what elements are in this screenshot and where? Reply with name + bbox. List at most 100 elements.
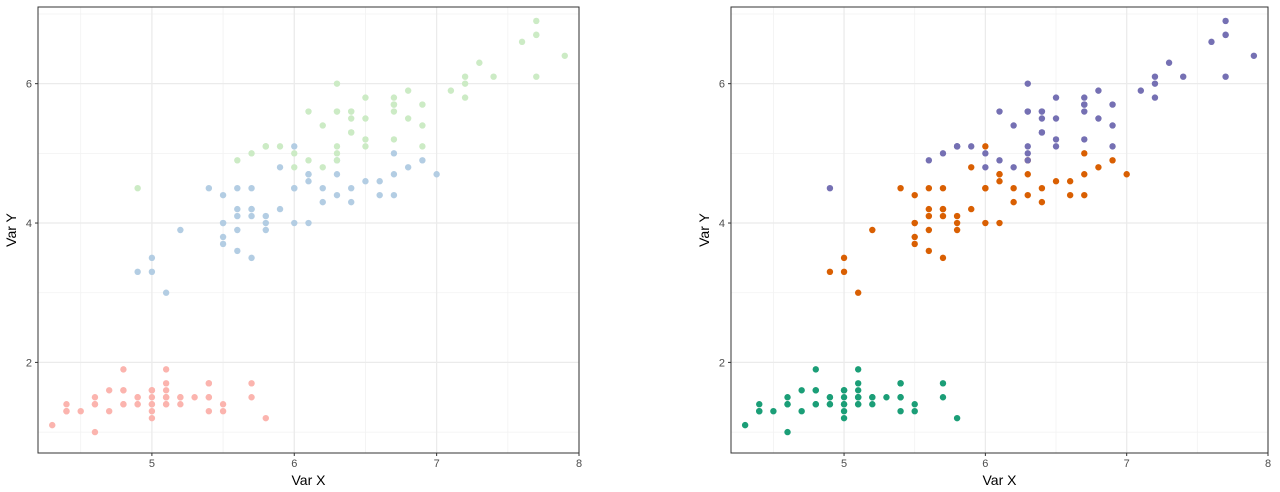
data-point: [305, 171, 312, 178]
data-point: [756, 401, 763, 408]
data-point: [1081, 191, 1088, 199]
data-point: [177, 226, 184, 234]
data-point: [348, 115, 355, 122]
data-point: [120, 387, 127, 394]
data-point: [1024, 171, 1031, 178]
data-point: [939, 150, 947, 157]
data-point: [219, 233, 227, 241]
chart-panel-2: 5 6 7 8 2 4 6 Var X Var Y: [696, 6, 1271, 488]
data-point: [262, 219, 269, 227]
data-point: [219, 407, 227, 415]
data-point: [162, 401, 170, 408]
data-point: [996, 171, 1003, 178]
data-point: [911, 240, 918, 248]
data-point: [291, 219, 298, 227]
data-point: [1024, 157, 1031, 164]
data-point: [63, 407, 70, 415]
data-point: [925, 184, 933, 192]
data-point: [840, 254, 848, 262]
data-point: [911, 219, 918, 227]
chart-panel-1: 5 6 7 8 2 4 6 Var X Var Y: [3, 6, 582, 488]
data-point: [461, 73, 469, 80]
data-point: [1109, 143, 1116, 150]
data-point: [305, 157, 312, 164]
data-point: [91, 428, 99, 436]
data-point: [390, 94, 398, 101]
data-point: [1010, 198, 1017, 206]
data-point: [362, 136, 369, 143]
data-point: [741, 421, 749, 429]
data-point: [1109, 157, 1116, 164]
data-point: [854, 380, 862, 387]
data-point: [248, 380, 255, 387]
data-point: [333, 150, 341, 157]
data-point: [291, 150, 298, 157]
data-point: [840, 401, 848, 408]
data-point: [840, 414, 848, 422]
data-point: [1066, 178, 1074, 185]
data-point: [939, 184, 947, 192]
data-point: [234, 157, 241, 164]
data-point: [770, 407, 777, 415]
y-tick-label: 6: [719, 79, 725, 91]
data-point: [348, 129, 355, 136]
data-point: [1222, 73, 1229, 80]
data-point: [419, 143, 426, 150]
data-point: [784, 394, 791, 401]
y-axis-title: Var Y: [696, 212, 712, 246]
data-point: [362, 143, 369, 150]
data-point: [533, 17, 540, 25]
data-point: [162, 380, 170, 387]
data-point: [1208, 38, 1215, 46]
data-point: [305, 178, 312, 185]
data-point: [1151, 94, 1159, 101]
data-point: [953, 219, 961, 227]
data-point: [911, 233, 918, 241]
data-point: [1151, 73, 1159, 80]
data-point: [1038, 115, 1046, 122]
data-point: [490, 73, 497, 80]
data-point: [1081, 108, 1088, 115]
data-point: [49, 421, 56, 429]
x-tick-label: 8: [1265, 458, 1271, 470]
data-point: [219, 401, 227, 408]
data-point: [561, 52, 568, 59]
y-tick-label: 2: [719, 357, 725, 369]
data-point: [982, 143, 989, 150]
data-point: [1038, 108, 1046, 115]
x-tick-label: 7: [434, 458, 440, 470]
data-point: [291, 143, 298, 150]
data-point: [148, 254, 156, 262]
data-point: [162, 289, 170, 296]
x-tick-label: 8: [576, 458, 582, 470]
data-point: [854, 387, 862, 394]
data-point: [333, 191, 341, 199]
data-point: [91, 394, 99, 401]
data-point: [419, 101, 426, 108]
data-point: [276, 164, 284, 171]
data-point: [1081, 101, 1088, 108]
data-point: [1109, 122, 1116, 129]
data-point: [291, 164, 298, 171]
data-point: [248, 150, 255, 157]
data-point: [869, 226, 876, 234]
data-point: [953, 212, 961, 220]
data-point: [925, 212, 933, 220]
data-point: [362, 178, 369, 185]
data-point: [205, 394, 213, 401]
data-point: [248, 184, 255, 192]
data-point: [1165, 59, 1173, 66]
data-point: [812, 401, 819, 408]
data-point: [854, 366, 862, 373]
data-point: [798, 387, 805, 394]
data-point: [897, 380, 904, 387]
data-point: [419, 157, 426, 164]
data-point: [1038, 129, 1046, 136]
data-point: [897, 407, 904, 415]
data-point: [1038, 198, 1046, 206]
data-point: [390, 191, 398, 199]
data-point: [1024, 150, 1031, 157]
data-point: [404, 115, 412, 122]
